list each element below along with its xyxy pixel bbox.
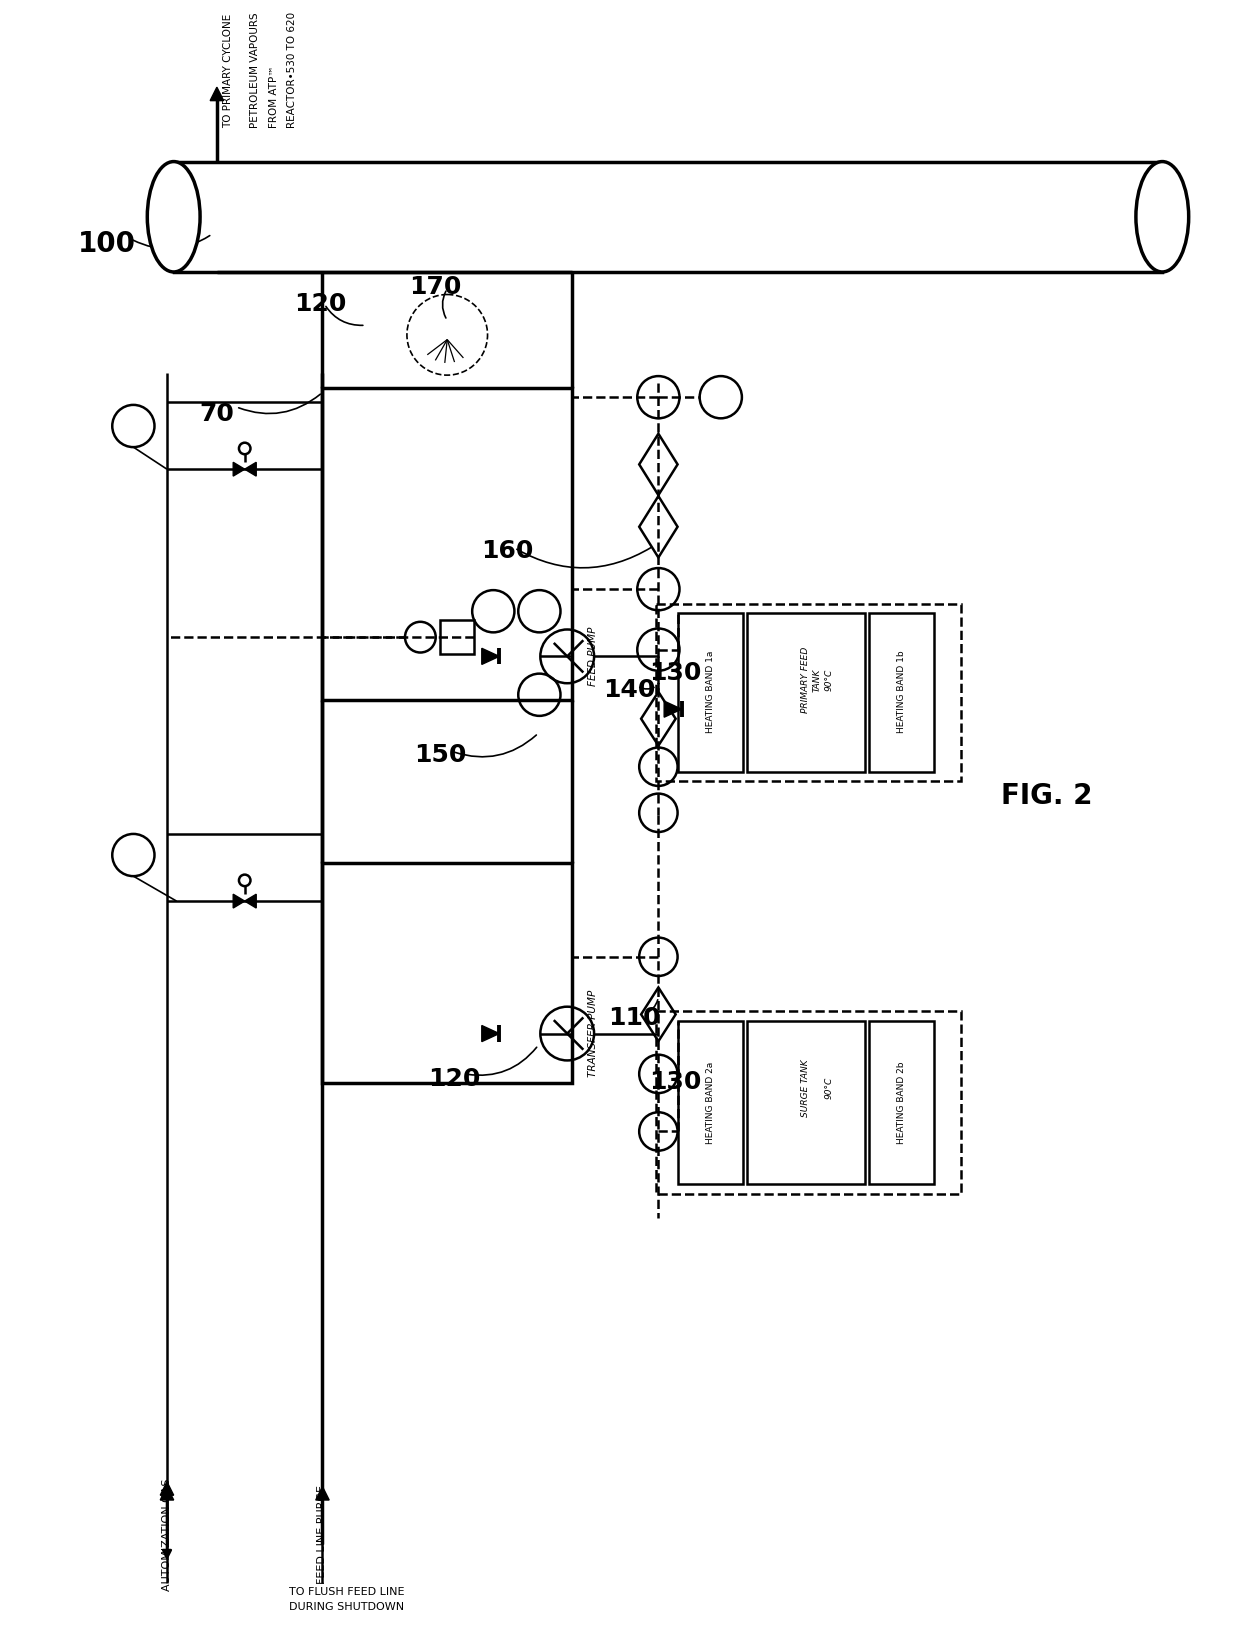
Bar [677, 613, 743, 771]
Polygon shape [233, 894, 244, 907]
Text: FEED LINE PURGE: FEED LINE PURGE [317, 1485, 327, 1585]
Polygon shape [233, 462, 244, 477]
Bar [868, 1021, 934, 1184]
Text: 120: 120 [294, 293, 346, 316]
Polygon shape [160, 1481, 174, 1496]
Polygon shape [210, 87, 223, 100]
Text: HEATING BAND 1a: HEATING BAND 1a [706, 651, 714, 733]
Bar [746, 613, 864, 771]
Bar [322, 863, 572, 1083]
Text: 90°C: 90°C [825, 669, 833, 692]
Bar [868, 613, 934, 771]
Text: TRANSFER PUMP: TRANSFER PUMP [588, 990, 598, 1077]
Bar [174, 163, 1162, 273]
Text: 160: 160 [481, 539, 533, 562]
Text: HEATING BAND 2a: HEATING BAND 2a [706, 1062, 714, 1144]
Text: FIG. 2: FIG. 2 [1002, 781, 1092, 809]
Text: 120: 120 [428, 1067, 480, 1090]
Text: TANK: TANK [812, 669, 821, 692]
Text: DURING SHUTDOWN: DURING SHUTDOWN [289, 1601, 404, 1611]
Text: PETROLEUM VAPOURS: PETROLEUM VAPOURS [250, 13, 260, 128]
Text: 150: 150 [414, 743, 466, 768]
Ellipse shape [148, 161, 200, 271]
Ellipse shape [1136, 161, 1189, 271]
Polygon shape [160, 1486, 174, 1499]
Bar [439, 620, 474, 654]
Text: PRIMARY FEED: PRIMARY FEED [801, 648, 810, 713]
Polygon shape [482, 1026, 500, 1042]
Text: 70: 70 [200, 401, 234, 426]
Bar [656, 603, 961, 781]
Polygon shape [482, 648, 500, 664]
Bar [677, 1021, 743, 1184]
Text: FEED PUMP: FEED PUMP [588, 626, 598, 686]
Text: 170: 170 [409, 275, 461, 299]
Text: HEATING BAND 1b: HEATING BAND 1b [897, 651, 905, 733]
Text: 130: 130 [649, 661, 701, 684]
Bar [322, 388, 572, 700]
Text: SURGE TANK: SURGE TANK [801, 1059, 810, 1116]
Polygon shape [244, 462, 257, 477]
Polygon shape [665, 700, 682, 717]
Text: TO PRIMARY CYCLONE: TO PRIMARY CYCLONE [223, 15, 233, 128]
Text: 110: 110 [609, 1006, 661, 1031]
Text: 90°C: 90°C [825, 1077, 833, 1100]
Text: REACTOR•530 TO 620: REACTOR•530 TO 620 [286, 13, 296, 128]
Text: 100: 100 [78, 230, 135, 258]
Text: 140: 140 [603, 677, 655, 702]
Polygon shape [244, 894, 257, 907]
Text: TO FLUSH FEED LINE: TO FLUSH FEED LINE [289, 1588, 404, 1598]
Text: AUTOMIZATION GAS: AUTOMIZATION GAS [162, 1478, 172, 1591]
Text: HEATING BAND 2b: HEATING BAND 2b [897, 1062, 905, 1144]
Text: 130: 130 [649, 1070, 701, 1093]
Bar [656, 1011, 961, 1194]
Text: FROM ATP™: FROM ATP™ [269, 66, 279, 128]
Polygon shape [316, 1486, 329, 1499]
Bar [746, 1021, 864, 1184]
